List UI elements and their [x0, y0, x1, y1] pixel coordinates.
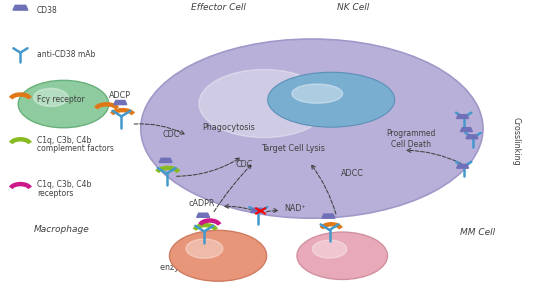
Circle shape [18, 80, 109, 128]
Text: complement factors: complement factors [37, 144, 114, 153]
Circle shape [186, 239, 223, 258]
Polygon shape [197, 213, 210, 217]
Text: Fcγ receptor: Fcγ receptor [37, 95, 85, 104]
Text: C1q, C3b, C4b: C1q, C3b, C4b [37, 180, 92, 190]
Circle shape [141, 39, 483, 218]
Text: CDC: CDC [236, 160, 253, 169]
Text: Phagocytosis: Phagocytosis [203, 123, 256, 132]
Circle shape [34, 88, 68, 106]
Text: Crosslinking: Crosslinking [512, 117, 521, 166]
Polygon shape [457, 115, 469, 118]
Text: CDC: CDC [162, 130, 180, 139]
Text: MM Cell: MM Cell [460, 228, 495, 237]
Polygon shape [251, 208, 264, 212]
Ellipse shape [292, 84, 343, 103]
Polygon shape [460, 128, 473, 131]
Polygon shape [114, 101, 127, 105]
Polygon shape [13, 5, 28, 10]
Text: anti-CD38 mAb: anti-CD38 mAb [37, 50, 95, 60]
Ellipse shape [268, 72, 395, 127]
Circle shape [169, 230, 267, 281]
Text: Target Cell Lysis: Target Cell Lysis [261, 144, 325, 153]
Text: NAD⁺: NAD⁺ [284, 204, 306, 213]
Text: Programmed
Cell Death: Programmed Cell Death [386, 129, 436, 149]
Text: C1q, C3b, C4b: C1q, C3b, C4b [37, 136, 92, 145]
Text: Inhibition of
enzymatic function: Inhibition of enzymatic function [160, 251, 237, 272]
Circle shape [312, 240, 347, 258]
Polygon shape [457, 164, 469, 168]
Polygon shape [159, 158, 172, 162]
Text: Effector Cell: Effector Cell [190, 3, 246, 12]
Text: CD38: CD38 [37, 5, 58, 15]
Circle shape [297, 232, 388, 279]
Text: receptors: receptors [37, 189, 73, 198]
Text: ADCC: ADCC [341, 169, 364, 178]
Polygon shape [322, 214, 335, 218]
Text: cADPR: cADPR [189, 199, 215, 208]
Text: ADCP: ADCP [109, 91, 131, 100]
Text: NK Cell: NK Cell [337, 3, 369, 12]
Polygon shape [466, 135, 478, 139]
Circle shape [199, 69, 329, 138]
Text: Macrophage: Macrophage [34, 225, 89, 234]
